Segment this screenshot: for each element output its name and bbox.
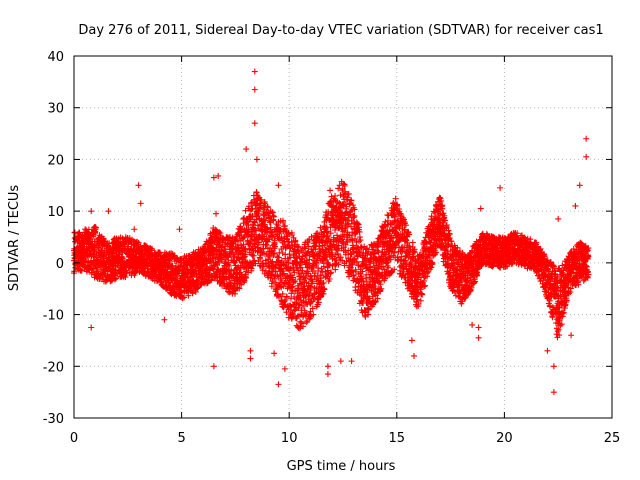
data-point — [123, 269, 130, 276]
data-point — [76, 229, 83, 236]
data-point — [89, 243, 96, 250]
data-point — [132, 268, 139, 275]
data-points — [71, 68, 592, 396]
data-point — [263, 241, 270, 248]
data-point — [109, 277, 116, 284]
data-point — [89, 269, 96, 276]
data-point — [91, 265, 98, 272]
data-point — [135, 239, 142, 246]
data-point — [122, 274, 129, 281]
data-point — [110, 250, 117, 257]
data-point — [303, 319, 310, 326]
data-point — [111, 276, 118, 283]
data-point — [418, 290, 425, 297]
chart-title: Day 276 of 2011, Sidereal Day-to-day VTE… — [78, 23, 603, 38]
data-point — [171, 252, 178, 259]
data-point — [172, 291, 179, 298]
data-point — [93, 250, 100, 257]
data-point — [78, 267, 85, 274]
data-point — [92, 224, 99, 231]
data-point — [149, 245, 156, 252]
data-point — [113, 275, 120, 282]
data-point — [78, 234, 85, 241]
data-point — [105, 260, 112, 267]
data-point — [332, 266, 339, 273]
data-point — [134, 238, 141, 245]
data-point — [118, 254, 125, 261]
